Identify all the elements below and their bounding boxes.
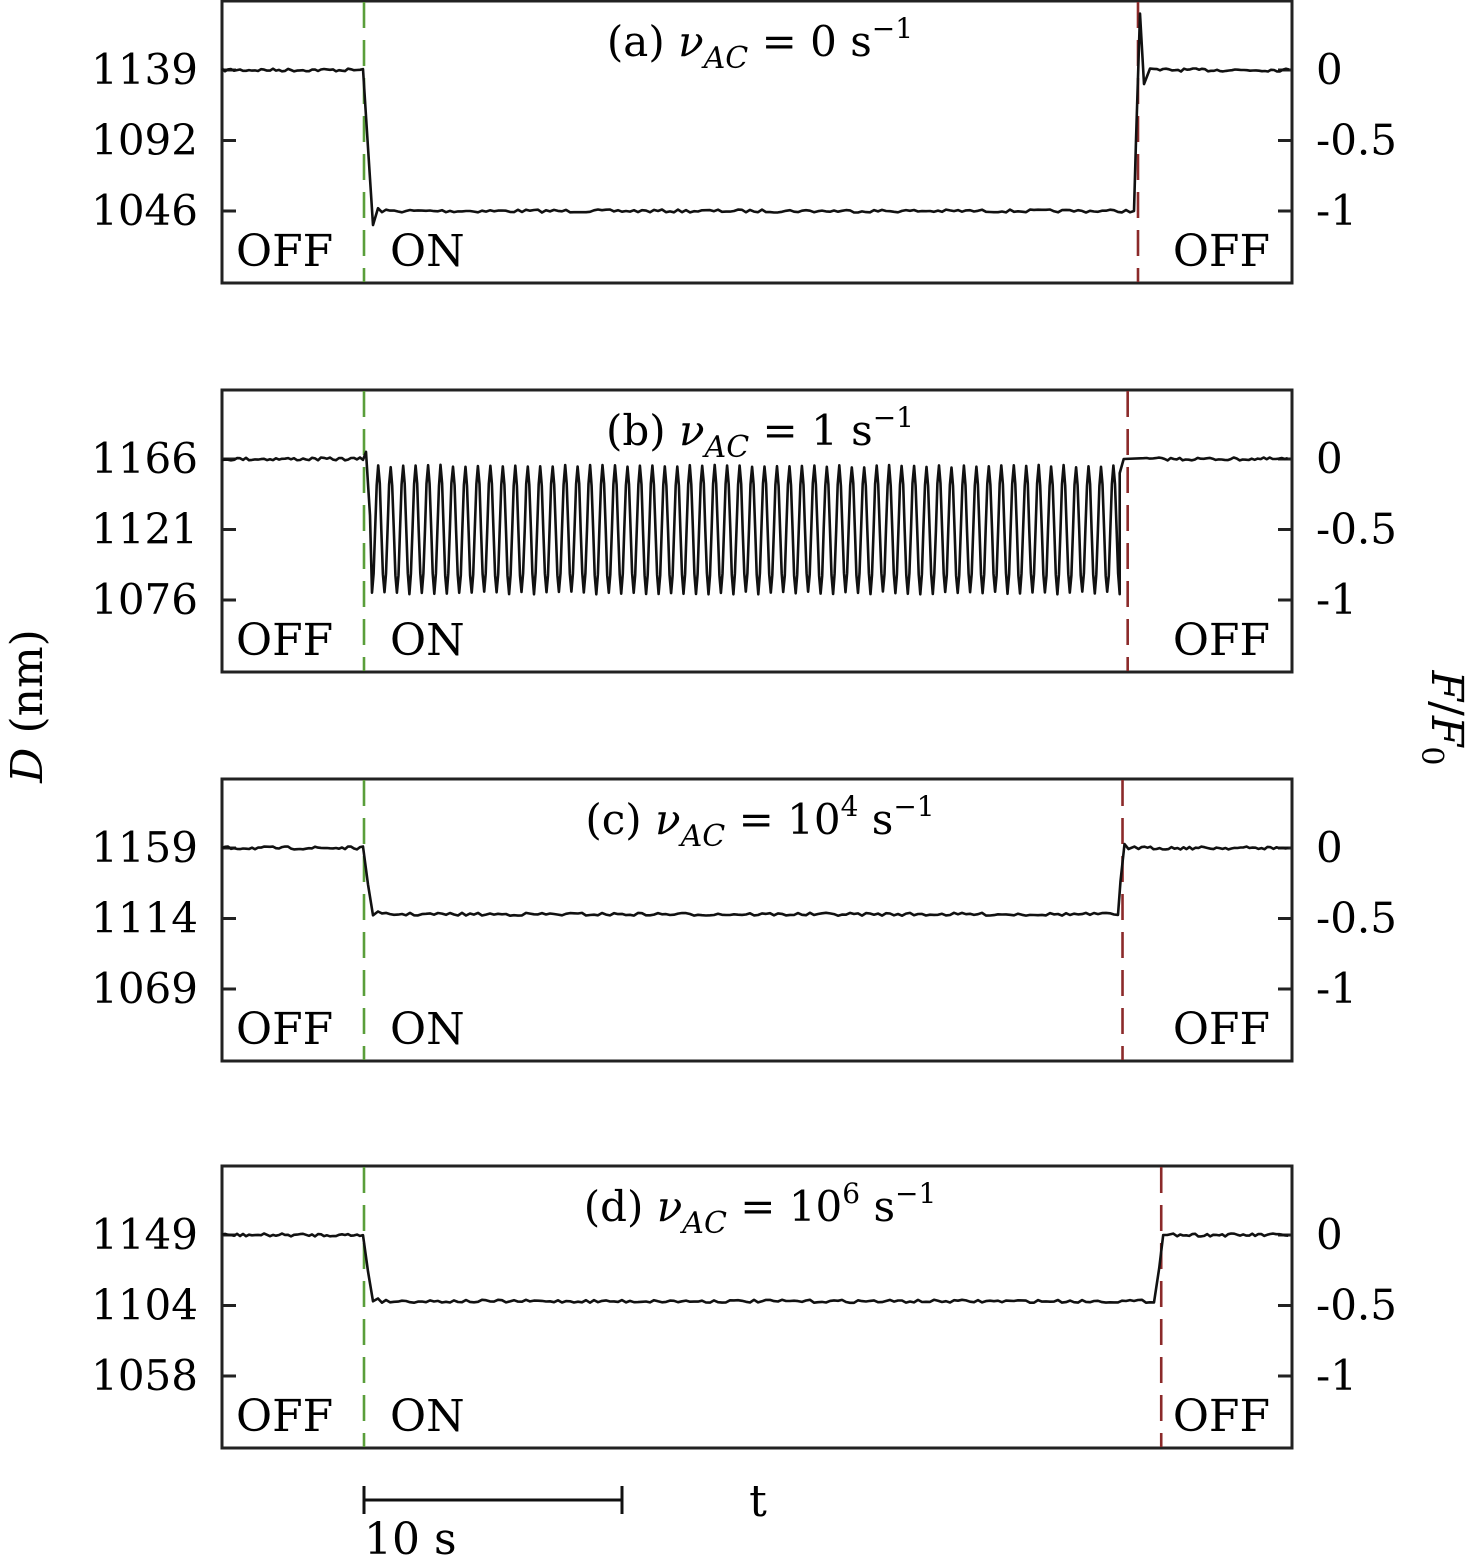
right-tick-label: -0.5 — [1316, 116, 1397, 165]
time-scale-bar: 10 s — [362, 1486, 624, 1560]
right-tick-label: 0 — [1316, 45, 1343, 94]
state-label-off-left: OFF — [236, 1004, 333, 1055]
left-tick-label: 1076 — [91, 575, 198, 624]
right-tick-label: -1 — [1316, 964, 1357, 1013]
left-axis-label: D (nm) — [2, 629, 53, 784]
x-axis-label: t — [749, 1476, 767, 1527]
left-tick-label: 1166 — [91, 434, 198, 483]
panel-title: (a) νAC = 0 s−1 — [607, 12, 913, 76]
state-label-on: ON — [390, 1004, 465, 1055]
state-label-on: ON — [390, 1391, 465, 1442]
left-tick-label: 1104 — [91, 1281, 198, 1330]
panel-d: 1149 0 1104 -0.5 1058 -1 OFF ON OFF (d) νAC = 106… — [91, 1164, 1397, 1450]
trace-line — [221, 12, 1290, 227]
trace-line — [221, 450, 1289, 596]
right-tick-label: 0 — [1316, 823, 1343, 872]
right-tick-label: -1 — [1316, 1351, 1357, 1400]
left-tick-label: 1092 — [91, 116, 198, 165]
left-tick-label: 1121 — [91, 505, 198, 554]
right-tick-label: -0.5 — [1316, 894, 1397, 943]
right-tick-label: 0 — [1316, 1210, 1343, 1259]
panels: 1139 0 1092 -0.5 1046 -1 OFF ON OFF (a) νAC = 0 s… — [91, 0, 1397, 1450]
left-tick-label: 1139 — [91, 45, 198, 94]
panel-a: 1139 0 1092 -0.5 1046 -1 OFF ON OFF (a) νAC = 0 s… — [91, 0, 1397, 285]
right-axis-label: F/F0 — [1414, 670, 1472, 766]
panel-title: (b) νAC = 1 s−1 — [606, 401, 914, 465]
left-tick-label: 1046 — [91, 186, 198, 235]
panel-title: (d) νAC = 106 s−1 — [584, 1177, 937, 1241]
left-tick-label: 1114 — [91, 894, 198, 943]
scale-bar-label: 10 s — [364, 1514, 457, 1560]
left-tick-label: 1069 — [91, 964, 198, 1013]
panel-c: 1159 0 1114 -0.5 1069 -1 OFF ON OFF (c) νAC = 104… — [91, 777, 1397, 1063]
trace-line — [221, 1232, 1289, 1305]
state-label-off-right: OFF — [1173, 1391, 1270, 1442]
state-label-off-left: OFF — [236, 615, 333, 666]
left-tick-label: 1149 — [91, 1210, 198, 1259]
state-label-on: ON — [390, 226, 465, 277]
left-tick-label: 1159 — [91, 823, 198, 872]
trace-line — [221, 842, 1289, 918]
state-label-off-right: OFF — [1173, 1004, 1270, 1055]
left-tick-label: 1058 — [91, 1351, 198, 1400]
state-label-off-right: OFF — [1173, 226, 1270, 277]
right-tick-label: -0.5 — [1316, 1281, 1397, 1330]
state-label-off-left: OFF — [236, 226, 333, 277]
right-tick-label: 0 — [1316, 434, 1343, 483]
state-label-off-left: OFF — [236, 1391, 333, 1442]
right-tick-label: -0.5 — [1316, 505, 1397, 554]
state-label-off-right: OFF — [1173, 615, 1270, 666]
state-label-on: ON — [390, 615, 465, 666]
right-tick-label: -1 — [1316, 186, 1357, 235]
panel-title: (c) νAC = 104 s−1 — [585, 790, 934, 854]
right-tick-label: -1 — [1316, 575, 1357, 624]
panel-b: 1166 0 1121 -0.5 1076 -1 OFF ON OFF (b) νAC = 1 s… — [91, 388, 1397, 674]
